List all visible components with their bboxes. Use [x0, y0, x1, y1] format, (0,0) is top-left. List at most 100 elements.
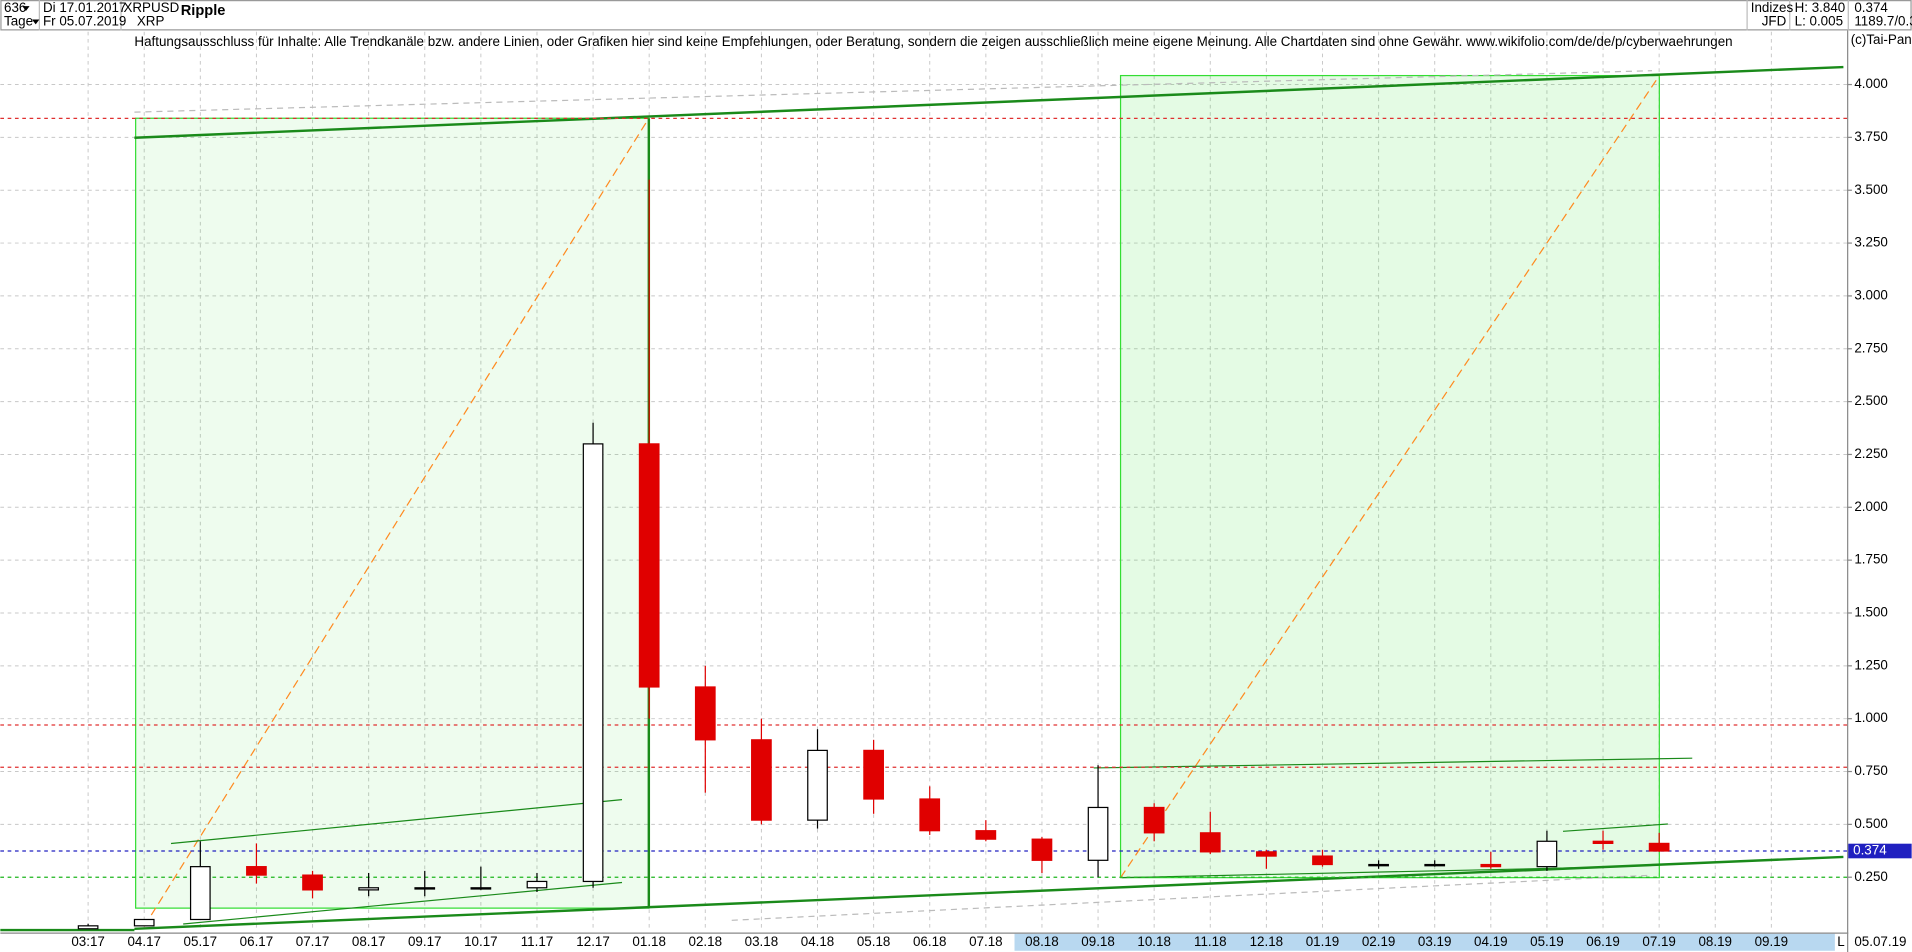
period[interactable]: Tage	[4, 13, 33, 28]
x-tick-label: 07.19	[1642, 934, 1676, 949]
x-tick-label: 11.17	[521, 934, 554, 949]
y-tick-label: 3.000	[1854, 287, 1888, 302]
symbol: XRPUSD	[123, 0, 179, 15]
y-tick-label: 0.750	[1854, 763, 1888, 778]
x-tick-label: 06.18	[913, 934, 947, 949]
x-tick-label: 09.18	[1081, 934, 1115, 949]
candle-body	[470, 887, 492, 890]
diagonal	[143, 117, 650, 927]
to-date: Fr 05.07.2019	[43, 13, 126, 28]
candle-body	[1256, 851, 1277, 857]
from-date: Di 17.01.2017	[43, 0, 126, 15]
x-tick-label: 09.17	[408, 934, 442, 949]
candle-body	[919, 798, 941, 832]
candle-body	[1480, 863, 1502, 868]
x-tick-label: 02.18	[689, 934, 723, 949]
chart-title: Ripple	[181, 3, 226, 19]
trendline	[1562, 823, 1668, 832]
candle-body	[1312, 855, 1333, 866]
y-tick-label: 2.250	[1854, 446, 1888, 461]
candle-body	[77, 925, 99, 930]
trendline	[183, 881, 623, 925]
candle-body	[1592, 840, 1614, 845]
trendline	[1121, 867, 1573, 879]
candle-body	[246, 866, 267, 876]
price-label: 0.374	[1853, 843, 1887, 858]
candle-body	[582, 443, 604, 883]
y-tick-label: 0.500	[1854, 816, 1888, 831]
candle-body	[807, 749, 828, 821]
y-tick-label: 2.000	[1854, 499, 1888, 514]
x-tick-label: 05.17	[184, 934, 218, 949]
x-tick-label: 07.17	[296, 934, 330, 949]
y-tick-label: 3.750	[1854, 129, 1888, 144]
candle-body	[414, 887, 436, 890]
x-tick-label: 04.18	[801, 934, 835, 949]
high: H: 3.840	[1795, 0, 1846, 15]
y-tick-label: 1.000	[1854, 710, 1888, 725]
dropdown-arrow[interactable]	[22, 6, 40, 25]
x-tick-label: 08.18	[1025, 934, 1059, 949]
trendline	[134, 855, 1844, 931]
candle-body	[1143, 806, 1165, 834]
candle-body	[1536, 840, 1558, 868]
x-tick-label: 02.19	[1362, 934, 1396, 949]
candle-body	[526, 880, 548, 889]
trendline	[1093, 757, 1693, 769]
y-tick-label: 3.500	[1854, 182, 1888, 197]
disclaimer: Haftungsausschluss für Inhalte: Alle Tre…	[134, 34, 1732, 49]
y-tick-label: 3.250	[1854, 235, 1888, 250]
x-tick-label: 08.19	[1698, 934, 1732, 949]
x-tick-label: 09.19	[1755, 934, 1789, 949]
candle-body	[358, 887, 380, 891]
last-date: 05.07.19	[1854, 934, 1906, 949]
diagonal	[1120, 75, 1660, 878]
x-tick-label: 03.18	[745, 934, 779, 949]
x-tick-label: 06.17	[240, 934, 274, 949]
y-tick-label: 1.750	[1854, 552, 1888, 567]
x-tick-label: 03.19	[1418, 934, 1452, 949]
x-tick-label: 04.17	[127, 934, 161, 949]
candle-body	[302, 874, 323, 891]
price-marker	[1848, 843, 1912, 859]
y-tick-label: 0.250	[1854, 869, 1888, 884]
y-tick-label: 1.500	[1854, 605, 1888, 620]
symbol-short: XRP	[137, 13, 165, 28]
group: Indizes	[1751, 0, 1794, 15]
y-tick-label: 2.750	[1854, 340, 1888, 355]
low: L: 0.005	[1795, 13, 1843, 28]
scale-mode[interactable]: L	[1837, 934, 1844, 949]
x-tick-label: 10.17	[464, 934, 498, 949]
candle-body	[863, 749, 884, 800]
x-tick-label: 01.19	[1306, 934, 1340, 949]
candle-body	[638, 443, 660, 688]
broker: JFD	[1762, 13, 1787, 28]
candle-body	[1087, 806, 1109, 861]
x-tick-label: 06.19	[1586, 934, 1620, 949]
x-tick-label: 05.19	[1530, 934, 1564, 949]
candle-body	[1199, 832, 1221, 853]
y-tick-label: 1.250	[1854, 657, 1888, 672]
count[interactable]: 636	[4, 0, 26, 15]
x-tick-label: 07.18	[969, 934, 1003, 949]
x-tick-label: 12.17	[576, 934, 610, 949]
candle-body	[1424, 863, 1446, 867]
x-tick-label: 05.18	[857, 934, 891, 949]
candle-body	[1648, 842, 1670, 852]
x-tick-label: 03:17	[71, 934, 105, 949]
x-tick-label: 11.18	[1194, 934, 1227, 949]
header-bar	[0, 0, 1912, 31]
x-tick-label: 10.18	[1137, 934, 1171, 949]
candle-body	[189, 866, 211, 921]
candle-body	[1031, 838, 1053, 861]
volume: 1189.7/0.3	[1854, 13, 1912, 28]
candle-body	[133, 918, 155, 927]
copyright: (c)Tai-Pan	[1851, 32, 1912, 47]
x-tick-label: 08.17	[352, 934, 386, 949]
candle-body	[751, 739, 772, 821]
trendline	[134, 70, 1653, 113]
drawings	[0, 65, 1844, 932]
box	[135, 117, 650, 909]
y-tick-label: 4.000	[1854, 76, 1888, 91]
candle-body	[975, 830, 997, 840]
